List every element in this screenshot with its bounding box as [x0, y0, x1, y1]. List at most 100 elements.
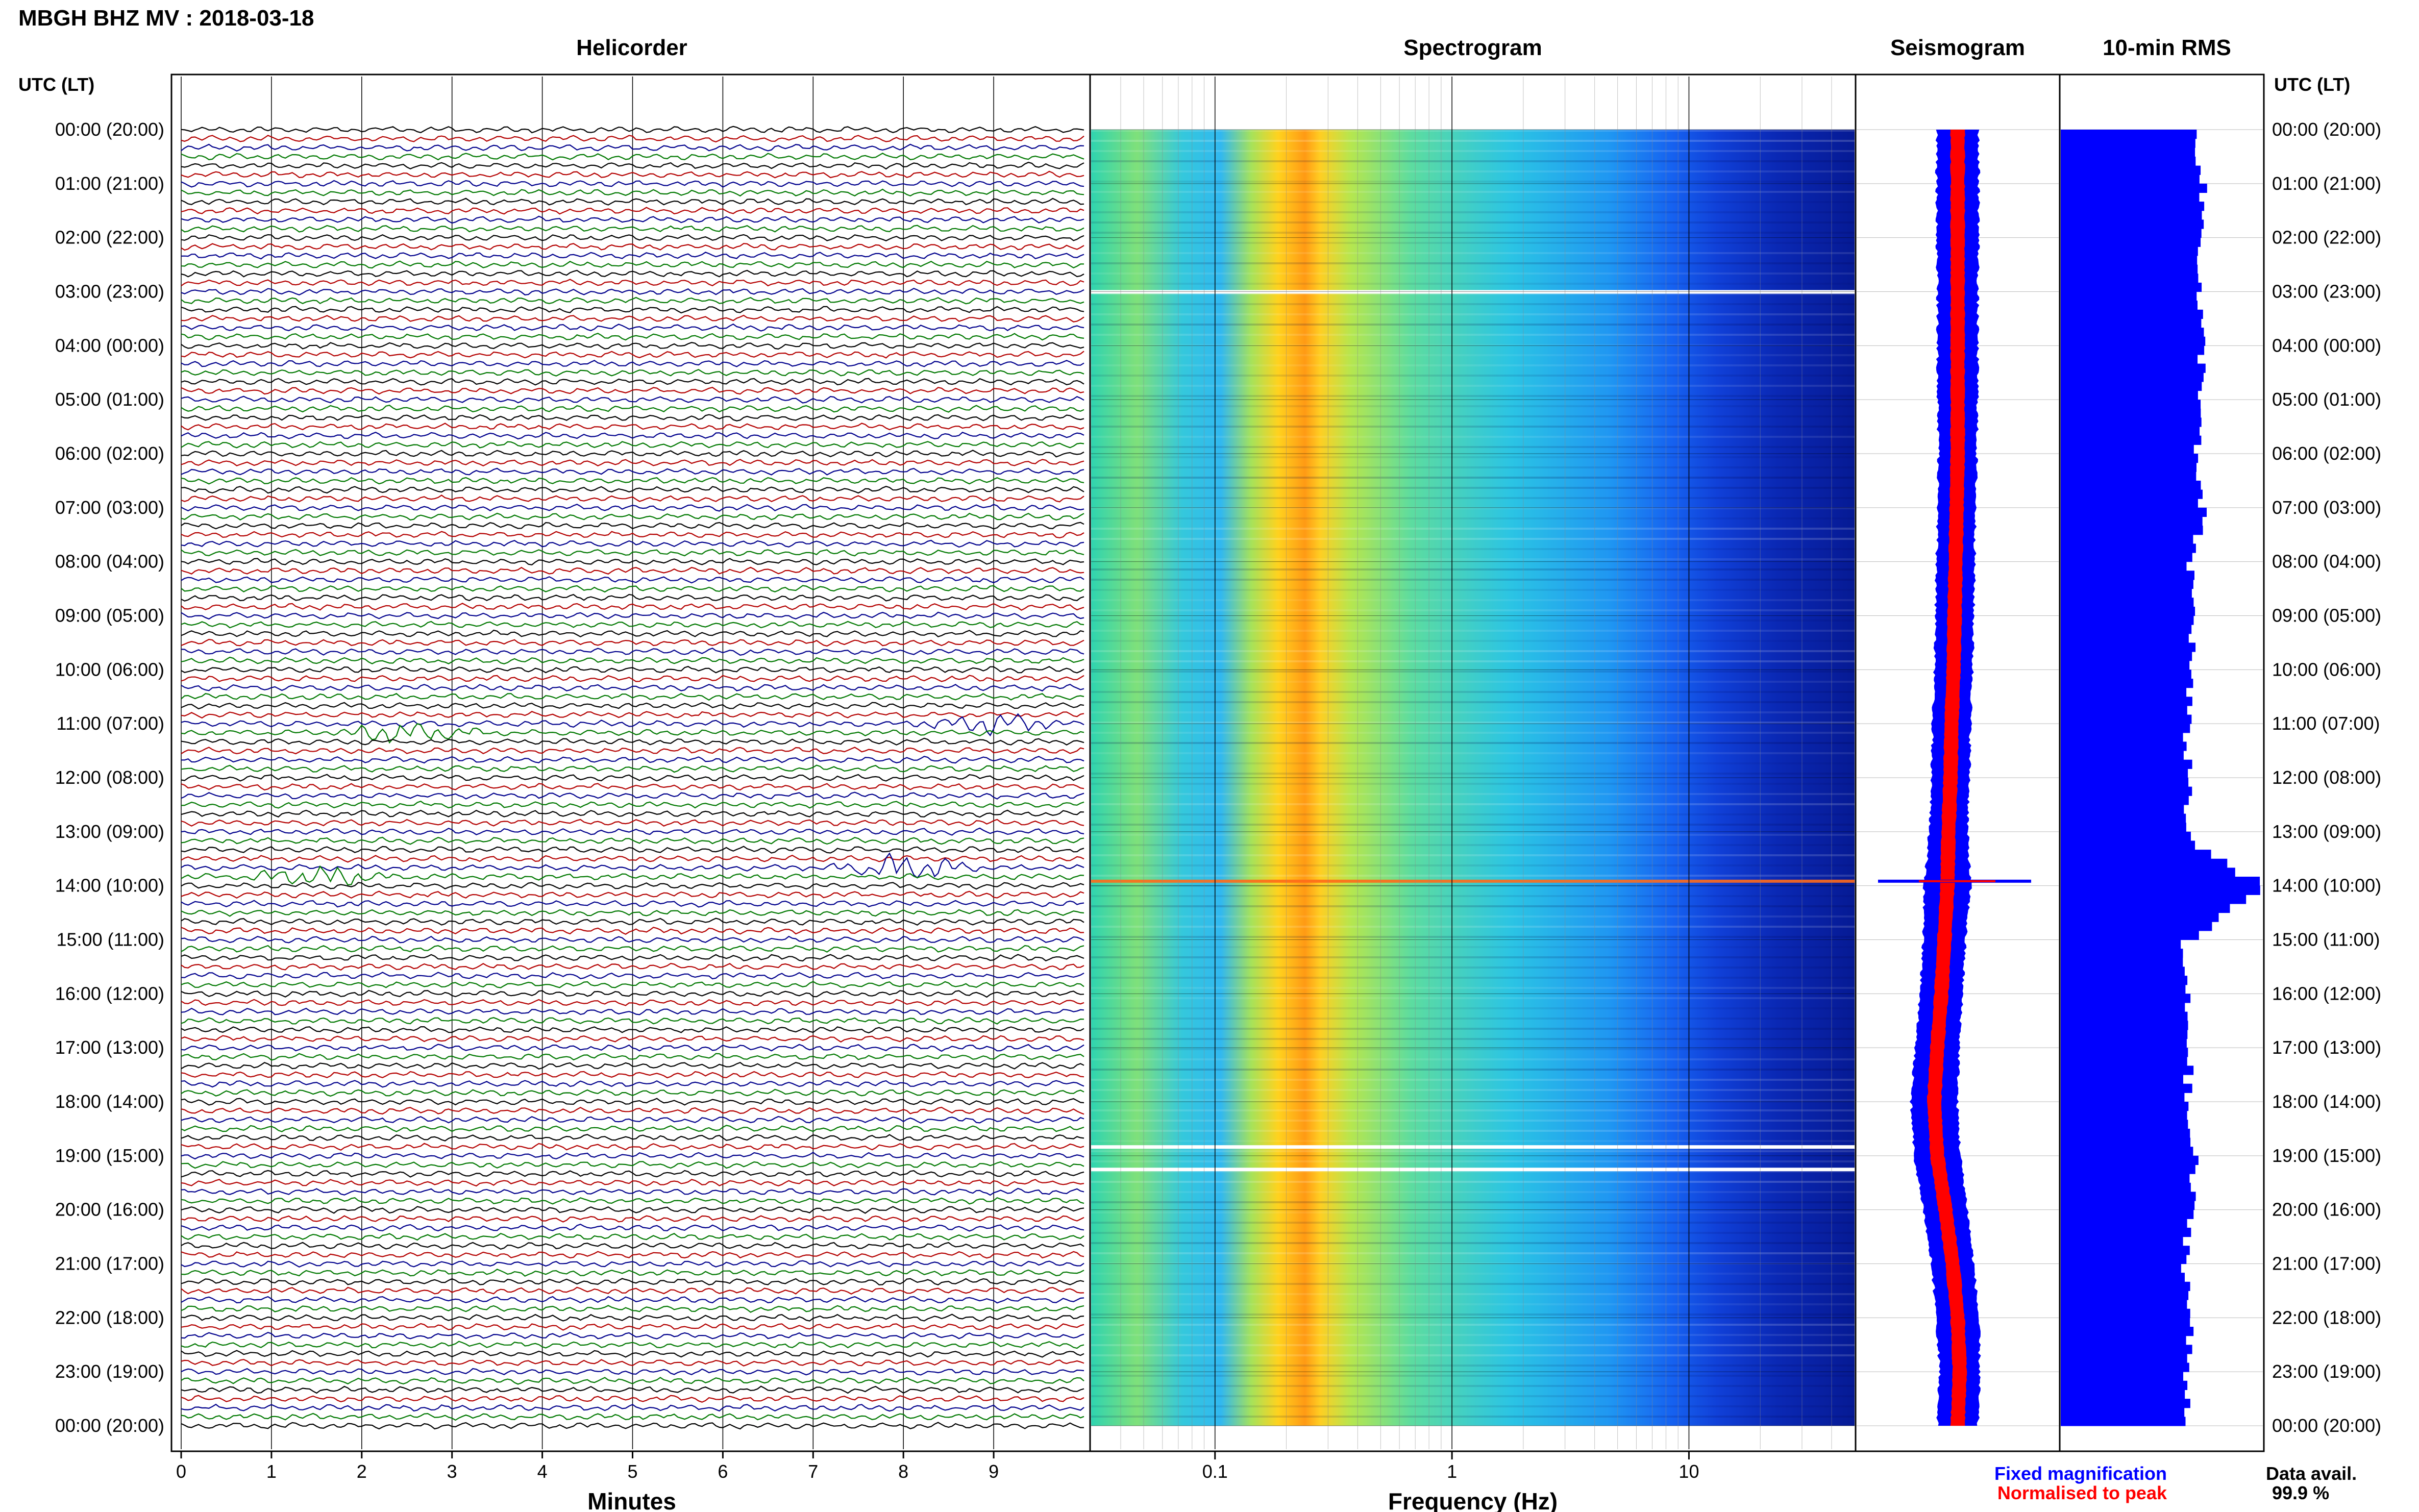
rms-bar — [2061, 858, 2228, 868]
legend-normalised-to-peak: Normalised to peak — [1997, 1482, 2167, 1503]
rms-bar — [2061, 1110, 2187, 1120]
rms-bar — [2061, 984, 2186, 994]
helicorder-xtick-label: 7 — [808, 1461, 818, 1482]
rms-bar — [2061, 282, 2202, 292]
spectrogram-row-texture — [1091, 1048, 1855, 1050]
spectrogram-row-texture — [1091, 1120, 1855, 1122]
rms-bar — [2061, 930, 2199, 940]
helicorder-trace — [181, 504, 1084, 512]
spectrogram-row-texture — [1091, 864, 1855, 866]
spectrogram-row-texture — [1091, 170, 1855, 172]
spectrogram-row-texture — [1091, 956, 1855, 958]
spectrogram-row-texture — [1091, 1375, 1855, 1377]
spectrogram-row-texture — [1091, 579, 1855, 581]
rms-bar — [2061, 472, 2196, 481]
helicorder-trace — [181, 1116, 1084, 1124]
time-label-left: 01:00 (21:00) — [55, 173, 164, 194]
rms-bar — [2061, 571, 2194, 580]
spectrogram-row-texture — [1091, 1079, 1855, 1081]
rms-bar — [2061, 1281, 2190, 1291]
rms-bar — [2061, 534, 2193, 544]
helicorder-trace — [181, 800, 1084, 809]
rms-bar — [2061, 1128, 2190, 1138]
rms-bar — [2061, 804, 2184, 814]
helicorder-trace — [181, 665, 1084, 674]
rms-bar — [2061, 606, 2195, 616]
rms-bar — [2061, 373, 2204, 382]
helicorder-trace — [181, 1161, 1084, 1169]
helicorder-trace — [181, 692, 1084, 701]
helicorder-trace — [181, 477, 1084, 485]
spectrogram-row-texture — [1091, 558, 1855, 560]
helicorder-trace — [181, 180, 1084, 188]
time-label-left: 22:00 (18:00) — [55, 1307, 164, 1328]
time-label-right: 17:00 (13:00) — [2272, 1037, 2381, 1058]
spectrogram-row-texture — [1091, 640, 1855, 642]
rms-bar — [2061, 1236, 2183, 1246]
rms-bar — [2061, 885, 2260, 895]
rms-bar — [2061, 966, 2185, 976]
spectrogram-row-texture — [1091, 1018, 1855, 1020]
helicorder-trace — [181, 648, 1084, 656]
helicorder-xtick-label: 5 — [627, 1461, 637, 1482]
rms-bar — [2061, 444, 2194, 454]
helicorder-trace — [181, 1313, 1084, 1322]
time-label-right: 13:00 (09:00) — [2272, 821, 2381, 842]
spectrogram-row-texture — [1091, 1099, 1855, 1101]
spectrogram-row-texture — [1091, 415, 1855, 417]
rms-bar — [2061, 345, 2205, 355]
spectrogram-xtick-label: 10 — [1679, 1461, 1699, 1482]
rms-bar — [2061, 895, 2247, 904]
spectrogram-row-texture — [1091, 477, 1855, 479]
rms-bar — [2061, 615, 2194, 625]
spectrogram-row-texture — [1091, 395, 1855, 397]
rms-bar — [2061, 1147, 2193, 1156]
rms-bar — [2061, 1155, 2199, 1165]
helicorder-trace — [181, 234, 1084, 242]
spectrogram-row-texture — [1091, 1150, 1855, 1152]
helicorder-trace — [181, 1026, 1084, 1034]
time-label-left: 10:00 (06:00) — [55, 659, 164, 680]
rms-bar — [2061, 759, 2192, 769]
time-label-right: 08:00 (04:00) — [2272, 551, 2381, 572]
rms-bar — [2061, 877, 2260, 886]
spectrogram-data-gap — [1091, 1168, 1855, 1172]
helicorder-xtick-label: 2 — [357, 1461, 367, 1482]
rms-bar — [2061, 147, 2195, 157]
time-label-left: 04:00 (00:00) — [55, 335, 164, 356]
helicorder-trace — [181, 549, 1084, 557]
helicorder-trace — [181, 783, 1084, 791]
helicorder-trace — [181, 1170, 1084, 1178]
rms-bar — [2061, 301, 2198, 310]
rms-bar — [2061, 138, 2195, 148]
spectrogram-row-texture — [1091, 446, 1855, 448]
spectrogram-xlabel: Frequency (Hz) — [1388, 1488, 1558, 1512]
spectrogram-row-texture — [1091, 1028, 1855, 1030]
time-label-right: 21:00 (17:00) — [2272, 1253, 2381, 1274]
spectrogram-row-texture — [1091, 997, 1855, 999]
helicorder-trace — [181, 900, 1084, 908]
helicorder-trace — [181, 791, 1084, 800]
spectrogram-row-texture — [1091, 375, 1855, 377]
spectrogram-xtick-label: 0.1 — [1202, 1461, 1228, 1482]
spectrogram-row-texture — [1091, 1232, 1855, 1234]
rms-bar — [2061, 769, 2188, 778]
spectrogram-row-texture — [1091, 936, 1855, 938]
helicorder-trace — [181, 126, 1084, 134]
spectrogram-row-texture — [1091, 568, 1855, 571]
time-label-right: 04:00 (00:00) — [2272, 335, 2381, 356]
spectrogram-row-texture — [1091, 1365, 1855, 1367]
helicorder-trace — [181, 1088, 1084, 1097]
time-label-right: 10:00 (06:00) — [2272, 659, 2381, 680]
helicorder-trace — [181, 675, 1084, 683]
helicorder-trace — [181, 890, 1084, 899]
rms-bar — [2061, 264, 2198, 274]
helicorder-trace — [181, 486, 1084, 494]
helicorder-trace — [181, 1331, 1084, 1340]
spectrogram-row-texture — [1091, 1395, 1855, 1397]
spectrogram-row-texture — [1091, 252, 1855, 254]
rms-bar — [2061, 840, 2195, 850]
helicorder-trace — [181, 638, 1084, 647]
helicorder-trace — [181, 827, 1084, 836]
rms-bar — [2061, 1011, 2188, 1021]
